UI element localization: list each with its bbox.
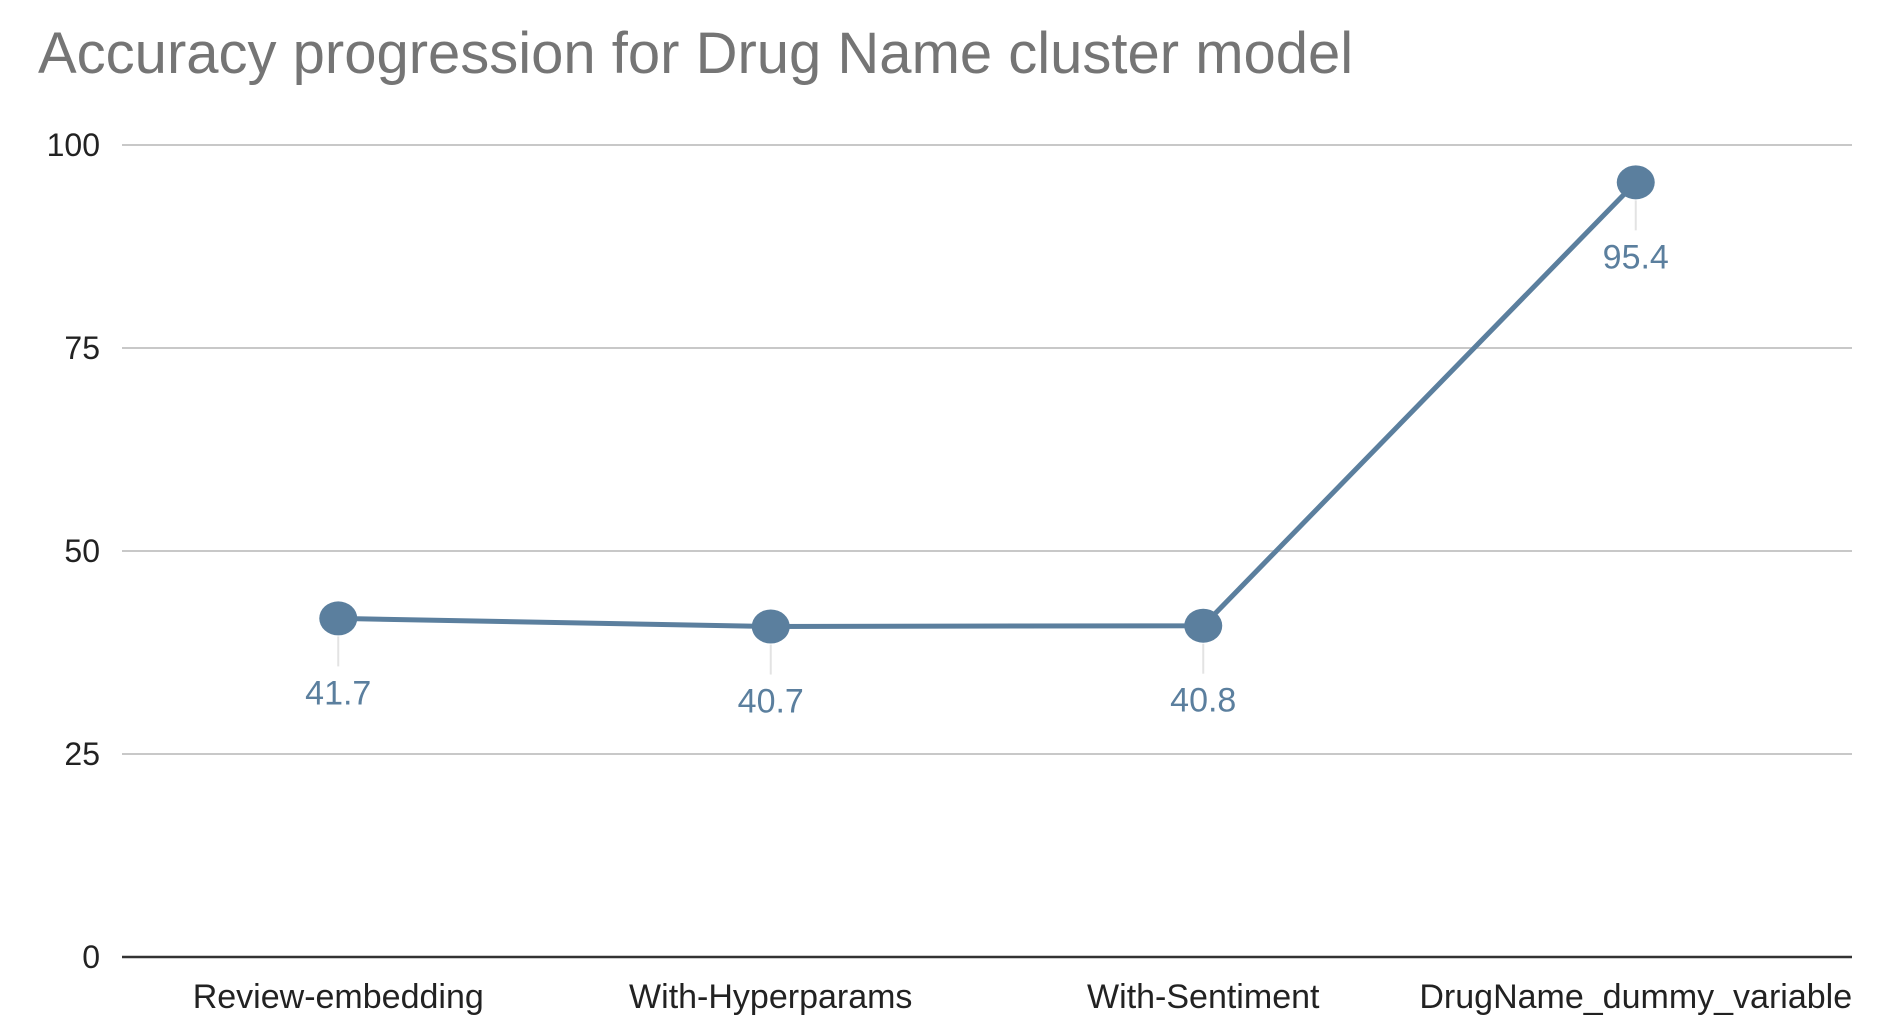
data-label: 41.7 bbox=[305, 674, 371, 712]
data-point-marker bbox=[1616, 165, 1655, 200]
data-point-marker bbox=[1184, 608, 1223, 643]
y-tick-label: 75 bbox=[64, 330, 100, 366]
x-axis-ticks: Review-embedding With-Hyperparams With-Sen… bbox=[193, 978, 1852, 1016]
data-point-marker bbox=[751, 609, 790, 644]
x-tick-label: With-Hyperparams bbox=[629, 978, 912, 1016]
y-tick-label: 50 bbox=[64, 533, 100, 569]
y-tick-label: 25 bbox=[64, 736, 100, 772]
y-tick-label: 100 bbox=[47, 127, 100, 163]
chart-title: Accuracy progression for Drug Name clust… bbox=[38, 21, 1353, 86]
series-line bbox=[335, 179, 1639, 630]
x-tick-label: Review-embedding bbox=[193, 978, 484, 1016]
data-label: 95.4 bbox=[1603, 238, 1669, 276]
gridlines bbox=[122, 144, 1852, 959]
y-tick-label: 0 bbox=[82, 939, 100, 975]
data-point-marker bbox=[319, 601, 358, 636]
y-axis-ticks: 0 25 50 75 100 bbox=[47, 127, 100, 975]
x-tick-label: DrugName_dummy_variable bbox=[1419, 978, 1852, 1016]
x-tick-label: With-Sentiment bbox=[1087, 978, 1320, 1016]
series: 41.7 40.7 40.8 95.4 bbox=[305, 165, 1669, 721]
data-label: 40.7 bbox=[738, 683, 804, 721]
data-label: 40.8 bbox=[1170, 682, 1236, 720]
